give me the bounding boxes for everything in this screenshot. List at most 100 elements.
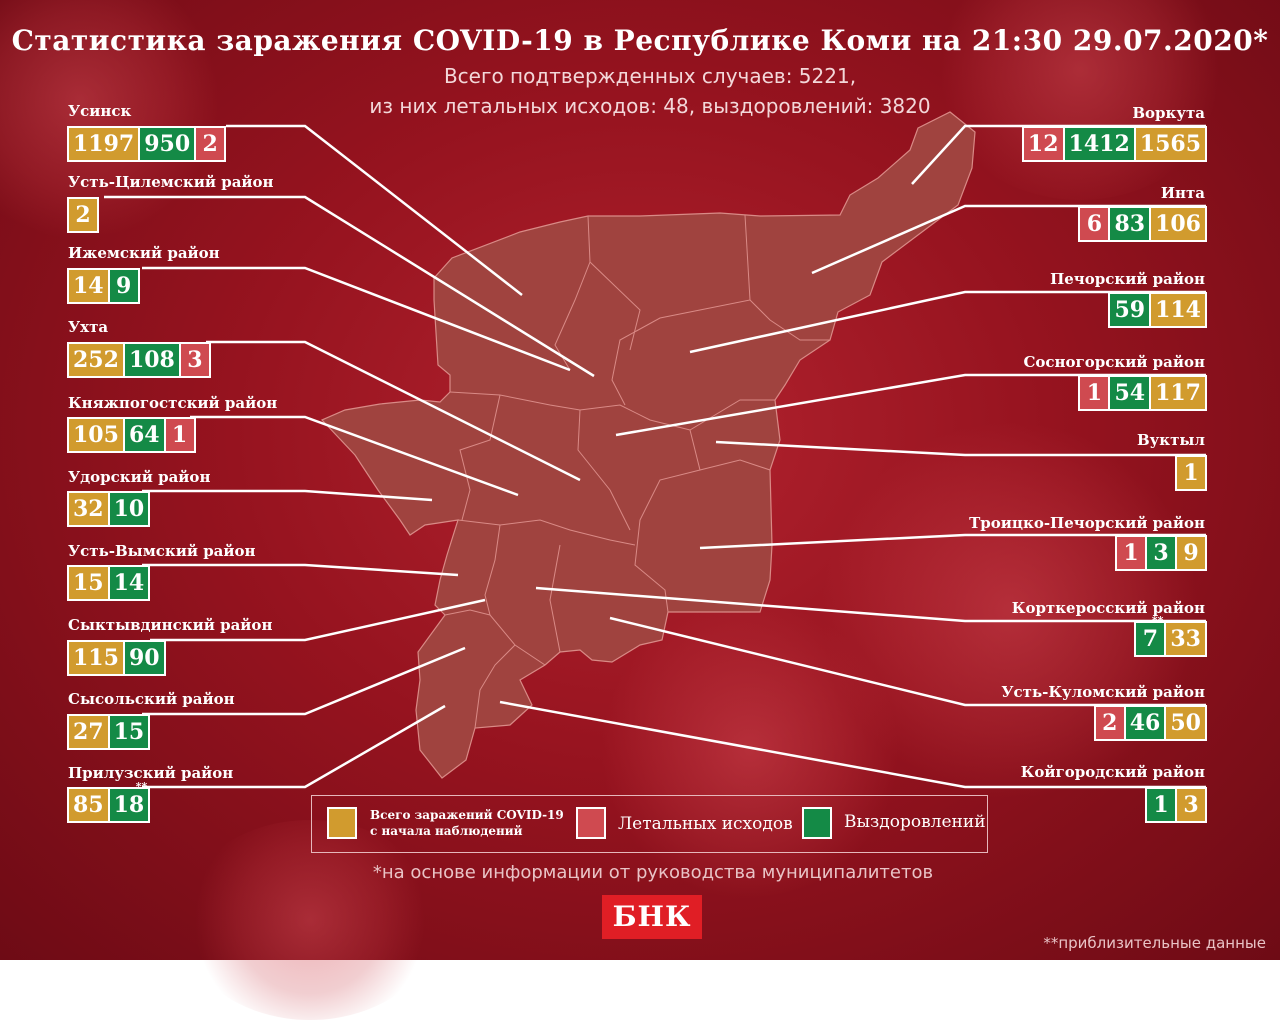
bnk-logo: БНК bbox=[602, 895, 702, 939]
cases-value: 27 bbox=[69, 716, 108, 748]
district-label: Сосногорский район bbox=[1023, 353, 1205, 371]
legend-deaths-swatch bbox=[576, 807, 606, 839]
leader-line bbox=[535, 586, 1206, 623]
recovered-value: 1 bbox=[1147, 789, 1175, 821]
recovered-value: 59 bbox=[1110, 294, 1150, 326]
cases-value: 1197 bbox=[69, 128, 139, 160]
recovered-value: 83 bbox=[1110, 208, 1150, 240]
left-district-stats: 115 90 bbox=[67, 640, 166, 676]
cases-value: 2 bbox=[69, 199, 97, 231]
recovered-value: 18 ** bbox=[109, 781, 149, 821]
recovered-value: 14 bbox=[109, 567, 149, 599]
virus-decoration bbox=[930, 0, 1230, 200]
recovered-value: 7 ** bbox=[1136, 615, 1165, 655]
deaths-value: 1 bbox=[165, 419, 194, 451]
footnote-approx: **приблизительные данные bbox=[1043, 934, 1266, 952]
leader-line bbox=[499, 700, 1206, 789]
legend-recovered-swatch bbox=[802, 807, 832, 839]
district-label: Ижемский район bbox=[68, 244, 220, 262]
leader-line bbox=[142, 489, 433, 502]
cases-value: 15 bbox=[69, 567, 108, 599]
recovered-value: 64 bbox=[124, 419, 164, 451]
district-label: Инта bbox=[1160, 184, 1205, 202]
left-district-stats: 15 14 bbox=[67, 565, 151, 601]
district-label: Ухта bbox=[68, 318, 109, 336]
left-district-stats: 32 10 bbox=[67, 491, 151, 527]
recovered-value: 950 bbox=[140, 128, 195, 160]
legend-cases-label: Всего заражений COVID-19 с начала наблюд… bbox=[370, 808, 564, 838]
map-region bbox=[320, 111, 976, 779]
recovered-value: 1412 bbox=[1064, 128, 1134, 160]
deaths-value: 2 bbox=[196, 128, 225, 160]
cases-value: 14 bbox=[69, 270, 108, 302]
leader-line bbox=[150, 598, 486, 642]
left-district-stats: 85 18 ** bbox=[67, 781, 151, 823]
legend-recovered-label: Выздоровлений bbox=[844, 812, 986, 832]
district-label: Вуктыл bbox=[1136, 431, 1205, 449]
deaths-value: 1 bbox=[1080, 377, 1109, 409]
cases-value: 50 bbox=[1166, 707, 1205, 739]
district-label: Усинск bbox=[68, 102, 132, 120]
cases-value: 105 bbox=[69, 419, 123, 451]
legend-deaths-label: Летальных исходов bbox=[618, 814, 793, 834]
deaths-value: 6 bbox=[1080, 208, 1109, 240]
cases-value: 85 bbox=[69, 789, 108, 821]
cases-value: 117 bbox=[1151, 377, 1205, 409]
deaths-value: 3 bbox=[180, 344, 209, 376]
cases-value: 1565 bbox=[1135, 128, 1205, 160]
cases-value: 1 bbox=[1177, 457, 1205, 489]
district-label: Сысольский район bbox=[68, 690, 235, 708]
cases-value: 114 bbox=[1151, 294, 1205, 326]
right-district-stats: 6 83 106 bbox=[1078, 206, 1207, 242]
district-label: Удорский район bbox=[68, 468, 211, 486]
komi-map bbox=[104, 111, 1206, 789]
district-label: Троицко-Печорский район bbox=[969, 514, 1205, 532]
recovered-value: 46 bbox=[1125, 707, 1165, 739]
cases-value: 33 bbox=[1166, 623, 1205, 655]
left-district-stats: 252 108 3 bbox=[67, 342, 211, 378]
district-label: Корткеросский район bbox=[1011, 599, 1205, 617]
cases-value: 115 bbox=[69, 642, 123, 674]
leader-line bbox=[142, 563, 459, 577]
leader-line bbox=[142, 646, 466, 716]
approx-mark: ** bbox=[135, 780, 148, 793]
district-label: Княжпогостский район bbox=[68, 394, 278, 412]
cases-value: 106 bbox=[1151, 208, 1205, 240]
deaths-value: 1 bbox=[1117, 537, 1145, 569]
district-label: Усть-Куломский район bbox=[1001, 683, 1205, 701]
right-district-stats: 12 1412 1565 bbox=[1021, 126, 1207, 162]
recovered-value: 90 bbox=[124, 642, 164, 674]
district-label: Прилузский район bbox=[68, 764, 234, 782]
leader-line bbox=[190, 415, 519, 497]
deaths-value: 2 bbox=[1095, 707, 1124, 739]
district-label: Усть-Цилемский район bbox=[68, 173, 274, 191]
right-district-stats: 7 ** 33 bbox=[1134, 615, 1207, 657]
left-district-stats: 14 9 bbox=[67, 268, 140, 304]
recovered-value: 54 bbox=[1110, 377, 1150, 409]
left-district-stats: 105 64 1 bbox=[67, 417, 196, 453]
cases-value: 32 bbox=[69, 493, 108, 525]
recovered-value: 3 bbox=[1147, 537, 1175, 569]
right-district-stats: 1 54 117 bbox=[1078, 375, 1207, 411]
leader-line bbox=[226, 124, 523, 296]
virus-decoration bbox=[600, 600, 900, 900]
subtitle-deaths-recovered: из них летальных исходов: 48, выздоровле… bbox=[369, 94, 931, 118]
recovered-value: 9 bbox=[109, 270, 138, 302]
cases-value: 252 bbox=[69, 344, 123, 376]
cases-value: 3 bbox=[1177, 789, 1205, 821]
right-district-stats: 2 46 50 bbox=[1093, 705, 1207, 741]
approx-mark: ** bbox=[1151, 614, 1164, 627]
recovered-value: 15 bbox=[109, 716, 149, 748]
cases-value: 9 bbox=[1177, 537, 1205, 569]
leader-line bbox=[715, 440, 1206, 457]
recovered-value: 108 bbox=[124, 344, 179, 376]
deaths-value: 12 bbox=[1023, 128, 1063, 160]
legend: Всего заражений COVID-19 с начала наблюд… bbox=[311, 795, 988, 853]
recovered-value: 10 bbox=[109, 493, 149, 525]
district-label: Койгородский район bbox=[1020, 763, 1205, 781]
district-label: Сыктывдинский район bbox=[68, 616, 273, 634]
leader-line bbox=[142, 266, 571, 372]
leader-line bbox=[104, 195, 595, 378]
left-district-stats: 27 15 bbox=[67, 714, 151, 750]
